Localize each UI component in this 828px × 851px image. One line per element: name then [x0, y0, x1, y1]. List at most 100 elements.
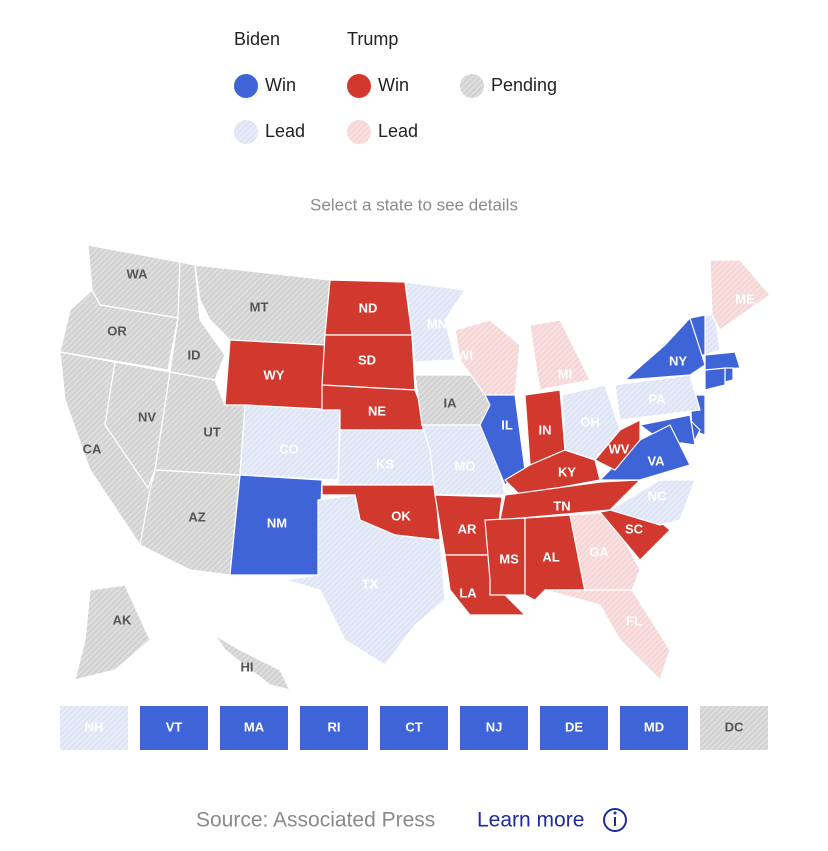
state-label: NV — [138, 409, 156, 424]
info-icon[interactable] — [603, 808, 627, 832]
state-label: NE — [368, 403, 386, 418]
state-label: OH — [580, 414, 600, 429]
state-label: AZ — [188, 509, 205, 524]
state-tile-label: VT — [166, 719, 183, 734]
state-label: LA — [459, 585, 477, 600]
state-label: ND — [359, 300, 378, 315]
state-label: ME — [735, 291, 755, 306]
state-label: KS — [376, 456, 394, 471]
legend-swatch — [347, 74, 371, 98]
state-label: HI — [241, 659, 254, 674]
state-label: WA — [127, 266, 149, 281]
state-tile[interactable] — [300, 706, 368, 750]
state-label: CO — [279, 441, 299, 456]
state-shape[interactable] — [709, 259, 771, 331]
legend: Biden Win Lead Trump Win Lead Pending — [234, 29, 557, 144]
state-label: GA — [589, 544, 609, 559]
state-label: IN — [539, 422, 552, 437]
state-label: SC — [625, 521, 644, 536]
state-shape[interactable] — [704, 367, 726, 391]
state-label: OR — [107, 323, 127, 338]
state-label: ID — [188, 347, 201, 362]
state-label: MN — [427, 316, 447, 331]
state-label: MO — [455, 458, 476, 473]
state-label: AK — [113, 612, 132, 627]
prompt: Select a state to see details — [310, 195, 518, 214]
state-label: MT — [250, 299, 269, 314]
state-shape[interactable] — [484, 517, 526, 596]
state-tile[interactable] — [60, 706, 128, 750]
state-shape[interactable] — [74, 584, 151, 681]
state-tile[interactable] — [220, 706, 288, 750]
state-shape[interactable] — [59, 289, 179, 371]
state-tile-label: MA — [244, 719, 265, 734]
state-label: IL — [501, 417, 513, 432]
legend-label: Win — [265, 75, 296, 95]
legend-swatch — [460, 74, 484, 98]
state-label: FL — [626, 613, 642, 628]
state-tile[interactable] — [460, 706, 528, 750]
legend-label: Win — [378, 75, 409, 95]
legend-swatch — [347, 120, 371, 144]
state-label: WV — [609, 441, 630, 456]
state-tile-label: DC — [725, 719, 744, 734]
state-label: PA — [648, 391, 666, 406]
state-tile-label: MD — [644, 719, 664, 734]
state-tile[interactable] — [140, 706, 208, 750]
state-label: WI — [457, 347, 473, 362]
state-shape[interactable] — [529, 319, 591, 391]
state-shape[interactable] — [404, 281, 467, 363]
state-tile[interactable] — [380, 706, 448, 750]
state-shape[interactable] — [608, 479, 696, 526]
state-label: WY — [264, 367, 285, 382]
legend-group-title: Biden — [234, 29, 280, 49]
state-shape[interactable] — [214, 634, 292, 691]
state-shape[interactable] — [594, 419, 641, 471]
state-tile-label: NJ — [486, 719, 503, 734]
state-label: OK — [391, 508, 411, 523]
state-label: NM — [267, 515, 287, 530]
state-tile-label: DE — [565, 719, 583, 734]
state-shape[interactable] — [704, 351, 741, 371]
state-label: TX — [362, 576, 379, 591]
state-label: SD — [358, 352, 376, 367]
legend-swatch — [234, 74, 258, 98]
state-tile[interactable] — [700, 706, 768, 750]
legend-label: Lead — [265, 121, 305, 141]
source: Source: Associated Press — [196, 809, 435, 832]
state-tile[interactable] — [540, 706, 608, 750]
state-shape[interactable] — [544, 589, 671, 682]
state-label: IA — [444, 395, 458, 410]
legend-swatch — [234, 120, 258, 144]
state-shape[interactable] — [724, 367, 734, 383]
state-label: MI — [558, 366, 572, 381]
state-shape[interactable] — [614, 374, 701, 421]
state-shape[interactable] — [623, 316, 706, 381]
state-label: UT — [203, 424, 220, 439]
state-shape[interactable] — [284, 494, 446, 666]
state-label: CA — [83, 441, 102, 456]
state-tile-label: RI — [328, 719, 341, 734]
legend-label: Pending — [491, 75, 557, 95]
state-label: TN — [553, 498, 570, 513]
state-label: VA — [647, 453, 665, 468]
state-label: KY — [558, 464, 576, 479]
state-shape[interactable] — [104, 361, 171, 490]
state-tile[interactable] — [620, 706, 688, 750]
state-shape[interactable] — [499, 479, 642, 521]
state-label: AL — [542, 549, 559, 564]
state-shape[interactable] — [479, 394, 526, 486]
legend-label: Lead — [378, 121, 418, 141]
info-icon-dot — [613, 811, 617, 815]
small-state-tiles: NH VT MA RI CT NJ DE MD DC — [60, 706, 768, 750]
state-tile-label: CT — [405, 719, 422, 734]
legend-group-title: Trump — [347, 29, 398, 49]
state-label: NC — [648, 488, 667, 503]
map: WA OR CA NV ID MT WY UT AZ CO NM ND SD NE KS OK TX MN IA MO… — [59, 244, 771, 691]
state-tile-label: NH — [85, 719, 104, 734]
state-label: MS — [499, 551, 519, 566]
learn-more-link[interactable]: Learn more — [477, 809, 584, 832]
state-label: AR — [458, 521, 477, 536]
